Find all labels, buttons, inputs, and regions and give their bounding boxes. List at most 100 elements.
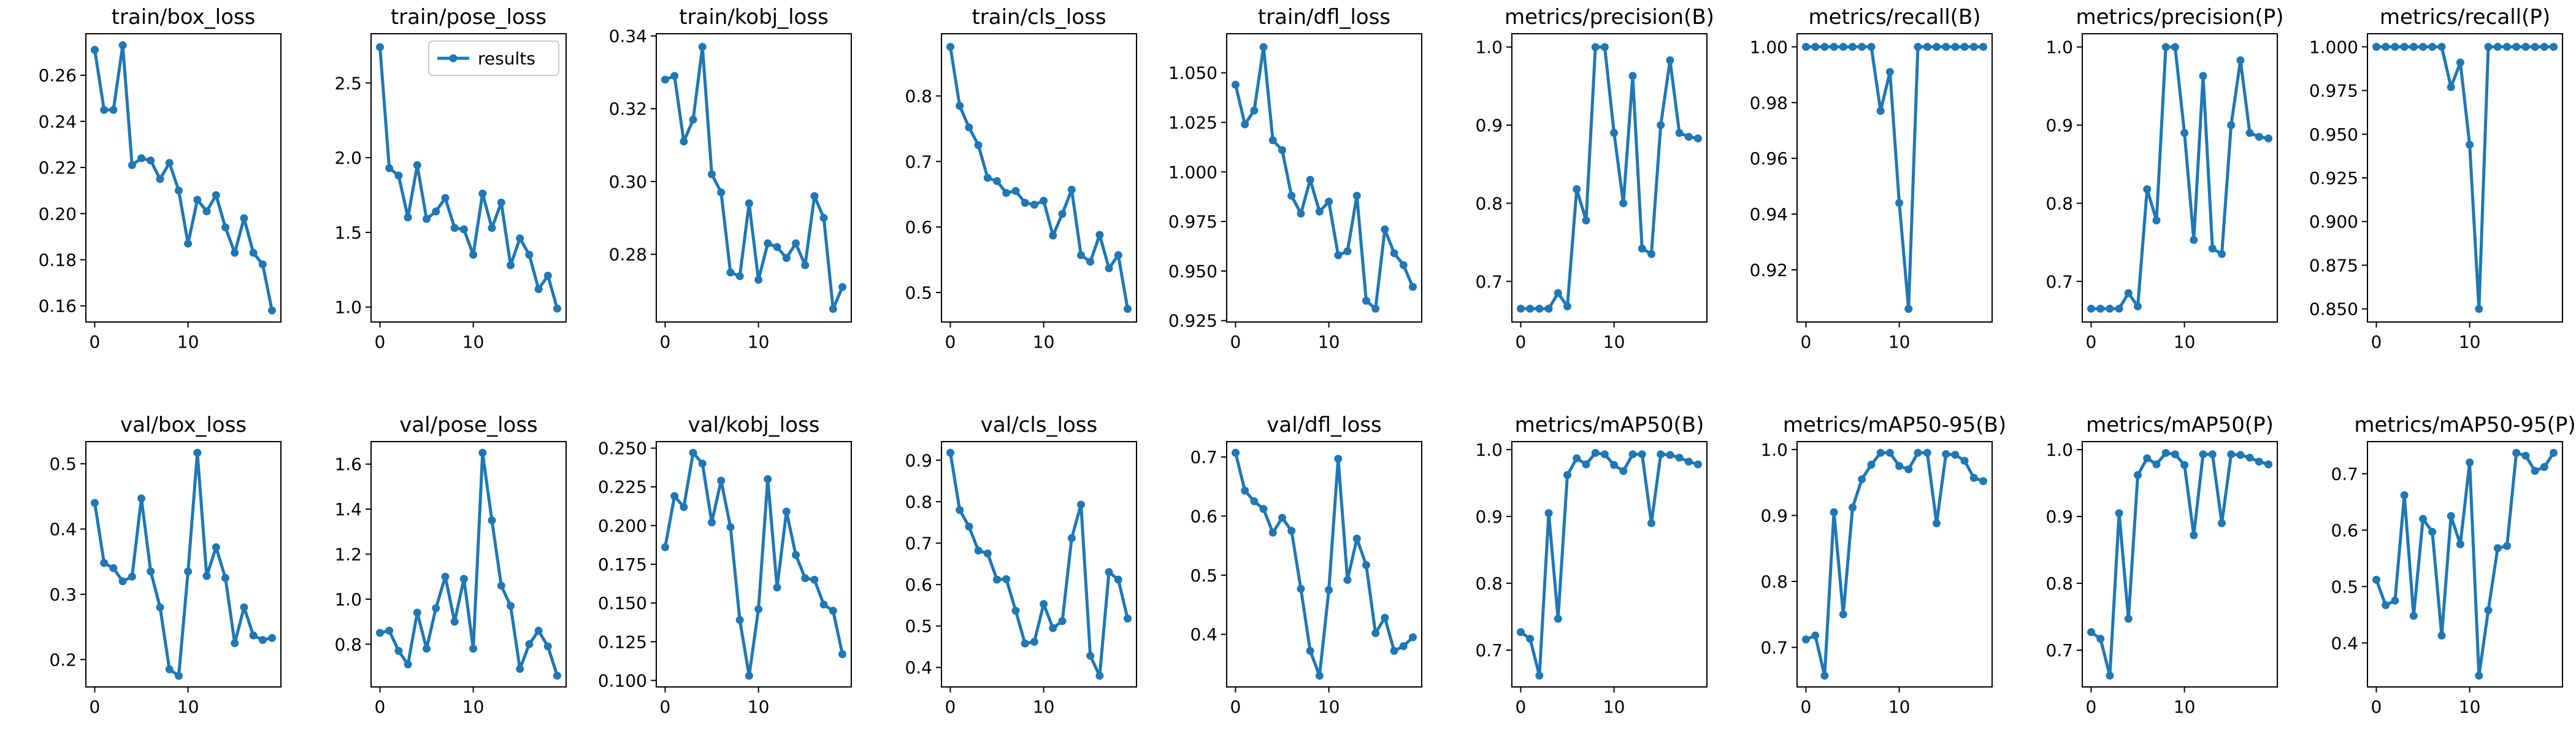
data-point bbox=[1371, 629, 1380, 637]
data-point bbox=[2087, 628, 2095, 637]
data-point bbox=[1343, 247, 1352, 256]
subplot: metrics/mAP50(B) 0 10 0.7 0.8 0.9 1.0 bbox=[1475, 413, 1708, 717]
axes-frame bbox=[1796, 33, 1993, 323]
y-tick-label: 2.5 bbox=[334, 73, 362, 93]
data-point bbox=[993, 575, 1001, 584]
y-tick-label: 0.6 bbox=[2331, 520, 2358, 540]
x-tick-label: 0 bbox=[660, 332, 671, 352]
subplot: metrics/precision(B) 0 10 0.7 0.8 0.9 1.0 bbox=[1475, 5, 1714, 352]
data-point bbox=[2087, 304, 2095, 313]
y-tick-label: 0.7 bbox=[1760, 637, 1788, 657]
data-point bbox=[1077, 251, 1085, 259]
data-point bbox=[974, 141, 983, 150]
y-tick-label: 0.26 bbox=[39, 66, 77, 86]
y-tick-label: 0.875 bbox=[2309, 255, 2358, 275]
x-tick-label: 10 bbox=[2174, 332, 2196, 352]
series-line bbox=[2375, 451, 2555, 678]
data-point bbox=[240, 603, 248, 611]
data-point bbox=[1820, 42, 1829, 51]
y-tick-label: 0.225 bbox=[598, 477, 647, 497]
axes-frame bbox=[1796, 441, 1993, 688]
data-point bbox=[1058, 210, 1067, 218]
axes-frame bbox=[1511, 441, 1708, 688]
data-point bbox=[1297, 585, 1305, 593]
y-tick-label: 0.96 bbox=[1750, 148, 1788, 169]
data-point bbox=[2493, 544, 2502, 553]
data-point bbox=[2255, 458, 2263, 466]
data-point bbox=[680, 137, 688, 146]
data-point bbox=[2106, 672, 2114, 680]
data-point bbox=[1030, 201, 1038, 209]
data-point bbox=[1638, 244, 1646, 253]
data-point bbox=[1619, 467, 1628, 475]
x-tick-label: 0 bbox=[1230, 332, 1241, 352]
x-tick-label: 10 bbox=[748, 332, 770, 352]
subplot-title: val/kobj_loss bbox=[688, 413, 820, 437]
data-point bbox=[2096, 304, 2105, 313]
data-point bbox=[1684, 458, 1693, 466]
data-point bbox=[231, 248, 239, 257]
subplot-title: train/kobj_loss bbox=[679, 5, 829, 29]
series-line bbox=[2375, 45, 2555, 311]
data-point bbox=[735, 616, 744, 624]
data-point bbox=[983, 549, 992, 558]
data-point bbox=[1969, 42, 1978, 51]
subplot: train/kobj_loss 0 10 0.28 0.30 0.32 0.34 bbox=[609, 5, 852, 352]
data-point bbox=[137, 154, 145, 163]
data-point bbox=[507, 602, 515, 610]
data-point bbox=[2227, 121, 2236, 129]
data-point bbox=[2409, 42, 2418, 51]
y-tick-label: 1.0 bbox=[2045, 440, 2073, 460]
y-tick-label: 0.6 bbox=[1190, 506, 1217, 526]
x-tick-label: 0 bbox=[375, 332, 386, 352]
data-point bbox=[819, 600, 828, 609]
subplot: train/box_loss 0 10 0.16 0.18 0.20 0.22 0.24 0.2… bbox=[39, 5, 282, 352]
data-point bbox=[2456, 58, 2464, 67]
x-tick-label: 10 bbox=[462, 697, 485, 717]
data-point bbox=[1885, 67, 1894, 76]
y-tick-label: 0.9 bbox=[1475, 115, 1503, 136]
subplot: metrics/mAP50-95(B) 0 10 0.7 0.8 0.9 1.0 bbox=[1760, 413, 2006, 717]
data-point bbox=[670, 492, 679, 500]
subplot: metrics/precision(P) 0 10 0.7 0.8 0.9 1.0 bbox=[2045, 5, 2283, 352]
data-point bbox=[1657, 450, 1665, 459]
data-point bbox=[1095, 231, 1104, 239]
y-tick-label: 1.5 bbox=[334, 223, 362, 243]
data-point bbox=[497, 581, 505, 590]
data-point bbox=[1362, 296, 1370, 305]
data-point bbox=[2115, 509, 2123, 518]
data-point bbox=[488, 516, 496, 524]
data-point bbox=[1268, 136, 1277, 145]
data-point bbox=[394, 171, 403, 180]
data-point bbox=[109, 105, 118, 114]
data-point bbox=[946, 448, 954, 457]
data-point bbox=[212, 191, 220, 199]
data-point bbox=[1951, 451, 1960, 459]
y-tick-label: 0.200 bbox=[598, 516, 647, 536]
x-tick-label: 0 bbox=[1230, 697, 1241, 717]
y-tick-label: 1.4 bbox=[334, 499, 362, 519]
y-tick-label: 0.7 bbox=[1475, 640, 1503, 661]
y-tick-label: 1.6 bbox=[334, 454, 362, 475]
data-point bbox=[1802, 42, 1810, 51]
x-tick-label: 0 bbox=[1801, 697, 1812, 717]
data-point bbox=[413, 608, 421, 617]
data-point bbox=[450, 618, 459, 626]
data-point bbox=[670, 72, 679, 80]
data-point bbox=[1582, 216, 1590, 224]
data-point bbox=[1241, 120, 1249, 129]
data-point bbox=[2382, 42, 2390, 51]
x-tick-label: 0 bbox=[375, 697, 386, 717]
data-point bbox=[156, 603, 164, 611]
series-line bbox=[93, 451, 274, 678]
data-point bbox=[2466, 140, 2474, 149]
data-point bbox=[965, 123, 973, 132]
data-point bbox=[202, 572, 211, 580]
data-point bbox=[717, 477, 726, 485]
series-line bbox=[949, 45, 1129, 311]
data-point bbox=[1371, 304, 1380, 313]
data-point bbox=[1287, 527, 1296, 535]
data-point bbox=[745, 199, 753, 207]
subplot: val/kobj_loss 0 10 0.100 0.125 0.150 0.175 0.20… bbox=[598, 413, 852, 717]
y-tick-label: 0.7 bbox=[905, 151, 932, 172]
